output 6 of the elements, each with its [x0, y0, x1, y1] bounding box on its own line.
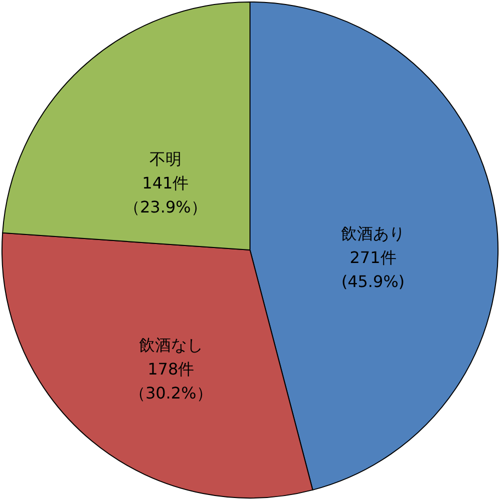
slice-label: 不明 — [149, 149, 182, 168]
slice-label: 飲酒あり — [340, 224, 405, 244]
data-label: 178件（30.2%） — [129, 359, 212, 402]
slice-label: 飲酒なし — [138, 335, 203, 354]
data-label: 271件(45.9%) — [341, 248, 405, 292]
data-label: 141件（23.9%） — [124, 173, 207, 216]
